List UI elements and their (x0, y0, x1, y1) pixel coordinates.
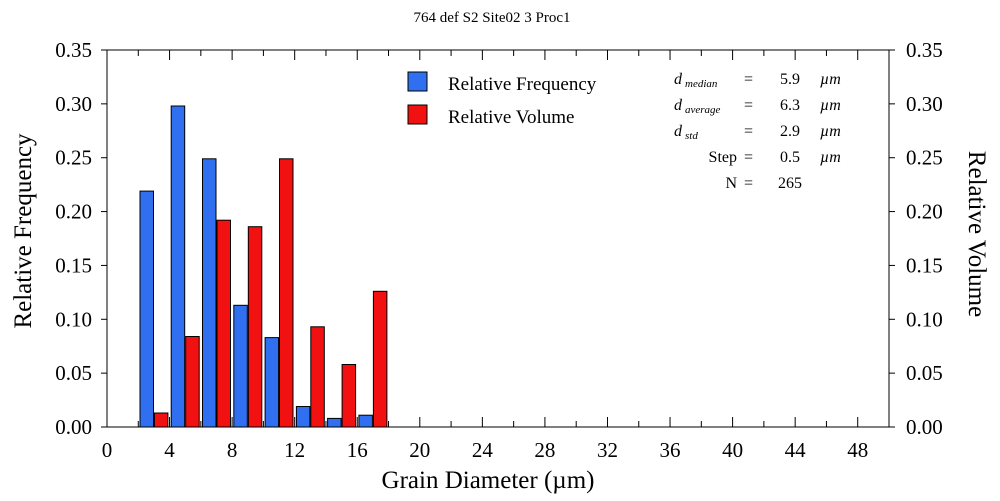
y-tick-label-left: 0.10 (55, 307, 92, 331)
volume-bar-3 (153, 412, 169, 428)
y-tick-label-left: 0.05 (55, 361, 92, 385)
x-axis-title: Grain Diameter (µm) (382, 467, 595, 494)
y-tick-label-right: 0.15 (906, 253, 943, 277)
y-axis-title-left: Relative Frequency (10, 133, 37, 329)
frequency-bar-9 (233, 304, 248, 428)
x-tick-label: 8 (227, 438, 238, 462)
stat-unit: µm (820, 149, 841, 166)
y-axis-title-right: Relative Volume (963, 151, 990, 317)
stat-equals: = (744, 97, 753, 114)
volume-bar-11 (279, 158, 294, 428)
x-tick-label: 0 (102, 438, 113, 462)
stat-value: 2.9 (780, 123, 800, 140)
y-tick-label-left: 0.15 (55, 253, 92, 277)
stat-unit: µm (820, 123, 841, 140)
y-tick-label-left: 0.00 (55, 415, 92, 439)
volume-bar-17 (372, 290, 388, 428)
frequency-bar-17 (358, 414, 373, 428)
legend-swatch-frequency (407, 71, 428, 92)
stat-label: N (725, 175, 737, 192)
y-tick-label-right: 0.20 (906, 200, 943, 224)
frequency-bar-15 (327, 417, 342, 428)
volume-bar-5 (185, 336, 200, 428)
stat-equals: = (744, 123, 753, 140)
volume-bar-9 (247, 226, 263, 428)
stat-value: 6.3 (780, 97, 800, 114)
stat-equals: = (744, 71, 753, 88)
stat-value: 265 (778, 175, 802, 192)
bars-layer (139, 105, 388, 428)
legend: Relative Frequency Relative Volume (407, 71, 597, 128)
legend-label-volume: Relative Volume (448, 107, 574, 128)
x-tick-label: 44 (785, 438, 807, 462)
stat-label: d median (674, 71, 718, 90)
y-tick-label-right: 0.00 (906, 415, 943, 439)
y-tick-label-right: 0.10 (906, 307, 943, 331)
chart-title: 764 def S2 Site02 3 Proc1 (413, 10, 570, 26)
y-tick-label-right: 0.05 (906, 361, 943, 385)
volume-bar-15 (341, 364, 357, 428)
x-tick-label: 28 (534, 438, 555, 462)
plot-frame (106, 49, 890, 428)
volume-bar-7 (216, 219, 231, 428)
y-tick-label-left: 0.25 (55, 146, 92, 170)
x-tick-label: 32 (597, 438, 618, 462)
x-tick-label: 48 (847, 438, 868, 462)
x-tick-label: 20 (409, 438, 430, 462)
x-tick-label: 24 (472, 438, 494, 462)
x-tick-label: 40 (722, 438, 743, 462)
stat-label: d average (674, 97, 721, 116)
stat-unit: µm (820, 97, 841, 114)
stat-label: Step (709, 149, 737, 166)
x-tick-label: 12 (284, 438, 305, 462)
y-tick-label-right: 0.25 (906, 146, 943, 170)
stat-equals: = (744, 149, 753, 166)
y-tick-label-right: 0.35 (906, 38, 943, 62)
x-tick-label: 16 (347, 438, 368, 462)
frequency-bar-7 (202, 158, 217, 428)
stat-equals: = (744, 175, 753, 192)
stat-label: d std (674, 123, 698, 142)
legend-label-frequency: Relative Frequency (448, 74, 597, 95)
volume-bar-13 (310, 326, 325, 428)
stats-box: d median = 5.9 µm d average = 6.3 µm d std = 2.9 µm Ste… (674, 71, 841, 192)
stat-unit: µm (820, 71, 841, 88)
x-tick-label: 36 (660, 438, 681, 462)
y-tick-label-left: 0.35 (55, 38, 92, 62)
y-tick-label-left: 0.20 (55, 200, 92, 224)
frequency-bar-13 (295, 406, 311, 428)
frequency-bar-5 (170, 105, 186, 428)
y-tick-label-right: 0.30 (906, 92, 943, 116)
stat-value: 5.9 (780, 71, 800, 88)
frequency-bar-11 (264, 337, 280, 428)
frequency-bar-3 (139, 190, 154, 428)
x-tick-label: 4 (164, 438, 175, 462)
ticks-layer: 0 4 8 12 16 20 24 28 32 36 40 44 480.00 0.000.05 0.050… (55, 38, 943, 462)
y-tick-label-left: 0.30 (55, 92, 92, 116)
legend-swatch-volume (407, 104, 428, 125)
stat-value: 0.5 (780, 149, 800, 166)
